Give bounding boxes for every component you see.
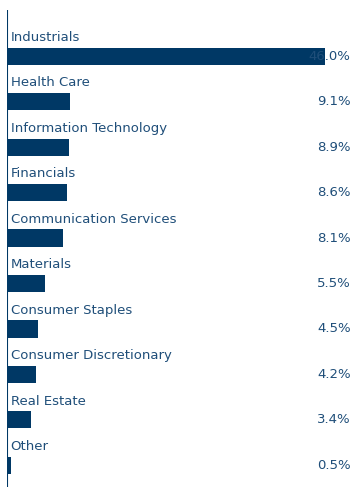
Text: 4.5%: 4.5% — [317, 323, 351, 335]
Bar — [7, 457, 11, 474]
Text: 5.5%: 5.5% — [317, 277, 351, 290]
Bar — [7, 93, 70, 110]
Text: Consumer Staples: Consumer Staples — [11, 304, 132, 317]
Text: Financials: Financials — [11, 167, 76, 180]
Text: 8.6%: 8.6% — [317, 186, 351, 199]
Text: Health Care: Health Care — [11, 77, 90, 89]
Text: Real Estate: Real Estate — [11, 395, 86, 408]
Text: Communication Services: Communication Services — [11, 213, 176, 226]
Text: Other: Other — [11, 440, 49, 453]
Bar — [7, 411, 31, 428]
Text: 0.5%: 0.5% — [317, 459, 351, 472]
Text: Materials: Materials — [11, 258, 72, 271]
Text: Information Technology: Information Technology — [11, 122, 167, 135]
Text: 8.9%: 8.9% — [317, 141, 351, 154]
Bar — [7, 230, 63, 247]
Bar — [7, 139, 69, 156]
Text: 8.1%: 8.1% — [317, 232, 351, 245]
Bar — [7, 320, 38, 337]
Bar — [7, 275, 45, 292]
Text: Industrials: Industrials — [11, 31, 80, 44]
Text: 9.1%: 9.1% — [317, 95, 351, 108]
Text: 46.0%: 46.0% — [309, 50, 351, 63]
Bar — [7, 184, 67, 201]
Text: 3.4%: 3.4% — [317, 414, 351, 426]
Bar — [7, 366, 36, 383]
Text: 4.2%: 4.2% — [317, 368, 351, 381]
Bar — [7, 48, 325, 65]
Text: Consumer Discretionary: Consumer Discretionary — [11, 349, 171, 362]
